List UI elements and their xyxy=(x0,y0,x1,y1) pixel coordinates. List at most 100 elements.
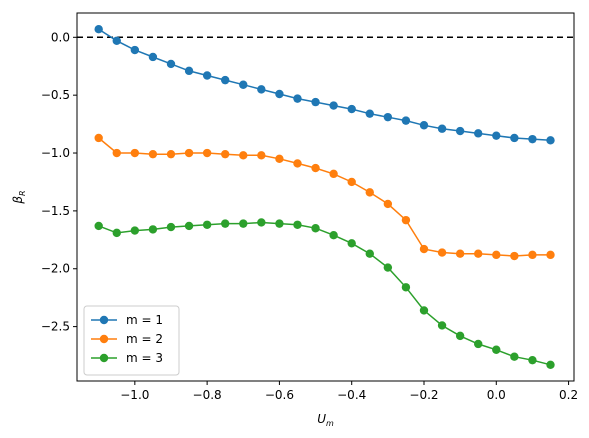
data-point xyxy=(401,116,411,125)
data-point xyxy=(184,66,194,76)
series-line xyxy=(98,28,551,142)
legend-marker xyxy=(99,315,109,325)
data-point xyxy=(437,248,447,257)
data-point xyxy=(329,169,338,179)
series-line xyxy=(98,137,551,257)
data-point xyxy=(220,75,230,85)
data-point xyxy=(455,249,465,258)
x-tick-label: −0.4 xyxy=(337,388,366,402)
data-point xyxy=(112,36,121,45)
data-point xyxy=(383,263,393,272)
data-point xyxy=(130,226,140,235)
data-point xyxy=(293,159,302,168)
data-point xyxy=(419,244,429,254)
y-tick-label: −1.0 xyxy=(41,146,70,160)
data-point xyxy=(293,220,302,229)
data-point xyxy=(112,148,121,158)
data-point xyxy=(275,89,284,99)
data-point xyxy=(365,249,374,258)
data-point xyxy=(257,218,266,227)
x-tick-label: −0.2 xyxy=(409,388,438,402)
data-point xyxy=(365,188,374,197)
data-point xyxy=(94,221,103,231)
data-point xyxy=(347,239,356,248)
plot-frame xyxy=(76,12,575,382)
data-point xyxy=(94,25,103,34)
data-point xyxy=(365,109,374,118)
data-point xyxy=(257,85,266,94)
data-point xyxy=(528,250,537,260)
legend: m = 1 m = 2 m = 3 xyxy=(83,305,180,376)
data-point xyxy=(510,133,519,143)
data-point xyxy=(184,148,194,158)
data-point xyxy=(347,104,356,114)
x-tick-label: −0.6 xyxy=(265,388,294,402)
series-1 xyxy=(94,25,555,145)
data-point xyxy=(437,124,447,133)
data-point xyxy=(329,230,338,240)
data-point xyxy=(166,59,176,69)
legend-marker xyxy=(99,334,109,344)
y-axis-label-sub: R xyxy=(18,190,27,196)
y-axis-ticks: 0.0 −0.5 −1.0 −1.5 −2.0 −2.5 xyxy=(41,30,77,334)
legend-marker xyxy=(99,353,109,363)
x-tick-label: 0.2 xyxy=(559,388,578,402)
legend-item: m = 2 xyxy=(91,332,163,346)
data-point xyxy=(347,177,356,187)
data-point xyxy=(437,321,447,330)
data-point xyxy=(130,45,140,55)
data-point xyxy=(311,97,320,107)
data-point xyxy=(401,215,411,225)
legend-item: m = 3 xyxy=(91,351,163,365)
data-point xyxy=(166,149,176,159)
legend-label: m = 2 xyxy=(126,332,163,346)
data-point xyxy=(293,94,302,103)
data-point xyxy=(166,222,176,232)
data-point xyxy=(130,148,140,158)
data-point xyxy=(275,219,284,228)
data-point xyxy=(383,199,393,209)
x-axis-label-main: U xyxy=(317,412,326,426)
data-point xyxy=(275,154,284,164)
y-axis-label-main: β xyxy=(11,196,25,205)
series-3 xyxy=(94,218,555,369)
data-point xyxy=(148,52,158,62)
data-point xyxy=(239,80,248,89)
legend-item: m = 1 xyxy=(91,313,163,327)
data-point xyxy=(202,220,212,229)
data-point xyxy=(148,225,158,234)
data-point xyxy=(148,149,158,159)
data-point xyxy=(546,360,555,369)
data-point xyxy=(383,112,393,122)
y-tick-label: −1.5 xyxy=(41,204,70,218)
data-point xyxy=(184,221,194,231)
data-point xyxy=(528,355,537,365)
x-axis-label: Um xyxy=(317,412,334,428)
y-tick-label: −2.5 xyxy=(41,320,70,334)
data-point xyxy=(257,151,266,160)
data-point xyxy=(329,101,338,110)
data-point xyxy=(239,219,248,228)
y-tick-label: −2.0 xyxy=(41,262,70,276)
data-point xyxy=(220,149,230,159)
data-point xyxy=(455,331,465,341)
data-point xyxy=(546,136,555,145)
data-point xyxy=(202,71,212,80)
data-point xyxy=(401,283,411,292)
series-layer xyxy=(94,25,555,369)
data-point xyxy=(492,131,501,140)
x-axis-label-sub: m xyxy=(326,419,334,428)
data-point xyxy=(112,228,121,238)
data-point xyxy=(546,250,555,260)
x-axis-ticks: −1.0 −0.8 −0.6 −0.4 −0.2 0.0 0.2 xyxy=(120,381,578,402)
data-point xyxy=(220,219,230,228)
data-point xyxy=(311,163,320,173)
x-tick-label: 0.0 xyxy=(487,388,506,402)
data-point xyxy=(510,251,519,261)
data-point xyxy=(419,121,429,130)
x-tick-label: −0.8 xyxy=(193,388,222,402)
data-point xyxy=(474,339,483,349)
y-tick-label: −0.5 xyxy=(41,88,70,102)
y-axis-label: βR xyxy=(11,190,27,204)
